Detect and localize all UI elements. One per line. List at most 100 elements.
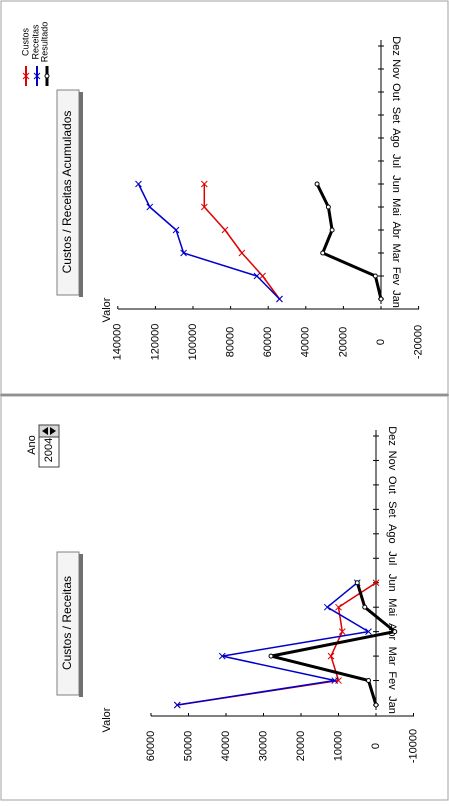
x-tick-label-mai: Mai bbox=[390, 198, 402, 216]
legend-swatch-receitas bbox=[33, 66, 41, 86]
point-resultado-mai bbox=[325, 204, 331, 210]
x-tick-label-mar: Mar bbox=[390, 244, 402, 263]
y-tick-label-0: 0 bbox=[370, 743, 382, 749]
y-tick-label-140000: 140000 bbox=[112, 324, 124, 361]
x-tick-label-mar: Mar bbox=[386, 647, 398, 666]
point-resultado-abr bbox=[392, 629, 398, 635]
point-receitas-jun bbox=[135, 180, 142, 188]
y-tick-label--20000: -20000 bbox=[413, 325, 425, 359]
series-line-receitas bbox=[137, 183, 281, 300]
x-tick-label-mai: Mai bbox=[386, 598, 398, 616]
legend-label-receitas: Receitas bbox=[30, 24, 40, 60]
x-tick-label-fev: Fev bbox=[390, 267, 402, 286]
y-tick-label-0: 0 bbox=[375, 339, 387, 345]
y-tick-label-120000: 120000 bbox=[149, 324, 161, 361]
point-resultado-mar bbox=[320, 250, 326, 256]
x-tick-label-jan: Jan bbox=[390, 290, 402, 308]
point-receitas-mar bbox=[180, 249, 187, 257]
point-receitas-jan bbox=[173, 701, 181, 709]
x-tick-label-dez: Dez bbox=[386, 426, 398, 446]
top-title-box: Custos / Receitas Acumulados bbox=[56, 89, 83, 297]
y-tick-label-60000: 60000 bbox=[262, 327, 274, 358]
series-line-resultado bbox=[269, 582, 397, 706]
point-resultado-jun bbox=[354, 580, 360, 586]
x-tick-label-abr: Abr bbox=[390, 221, 402, 238]
legend-swatch-resultado bbox=[44, 66, 50, 86]
x-tick-label-jul: Jul bbox=[386, 551, 398, 565]
top-chart-title: Custos / Receitas Acumulados bbox=[60, 111, 74, 274]
point-custos-fev bbox=[259, 272, 266, 280]
x-tick-label-nov: Nov bbox=[390, 59, 402, 79]
point-receitas-mai bbox=[323, 603, 331, 611]
point-custos-jun bbox=[200, 180, 208, 188]
point-resultado-mai bbox=[362, 604, 368, 610]
x-tick-label-out: Out bbox=[390, 83, 402, 101]
y-tick-label-80000: 80000 bbox=[225, 327, 237, 358]
point-custos-mar bbox=[238, 249, 246, 257]
legend-swatch-custos bbox=[22, 66, 30, 86]
x-tick-label-set: Set bbox=[390, 107, 402, 124]
x-tick-label-fev: Fev bbox=[386, 671, 398, 690]
bottom-chart: JanFevMarAbrMaiJunJulAgoSetOutNovDez6000… bbox=[145, 426, 420, 763]
legend-label-resultado: Resultado bbox=[39, 22, 49, 63]
point-custos-abr bbox=[221, 226, 229, 234]
y-tick-label-40000: 40000 bbox=[300, 327, 312, 358]
top-chart: Jan Fev Mar Abr Mai Jun Jul Ago Set Out Nov Dez 1400… bbox=[112, 36, 425, 360]
y-tick-label-50000: 50000 bbox=[182, 731, 194, 762]
spin-down-icon[interactable] bbox=[50, 427, 56, 435]
point-resultado-abr bbox=[329, 227, 335, 233]
point-receitas-abr bbox=[172, 226, 180, 234]
series-line-resultado bbox=[315, 183, 383, 300]
y-tick-label-10000: 10000 bbox=[332, 731, 344, 762]
y-tick-label--10000: -10000 bbox=[407, 729, 419, 763]
point-custos-mai bbox=[200, 203, 208, 211]
point-receitas-mai bbox=[146, 203, 154, 211]
x-tick-label-jun: Jun bbox=[386, 574, 398, 592]
year-spinner[interactable] bbox=[38, 424, 60, 438]
bottom-chart-title: Custos / Receitas bbox=[60, 576, 74, 670]
series-line-custos bbox=[203, 184, 281, 300]
bottom-title-box: Custos / Receitas bbox=[56, 551, 83, 697]
top-legend: Custos Receitas Resultado bbox=[20, 22, 50, 86]
point-custos-jun bbox=[372, 579, 380, 587]
point-resultado-jan bbox=[378, 296, 384, 302]
top-y-axis-label: Valor bbox=[101, 297, 113, 322]
y-tick-label-20000: 20000 bbox=[295, 731, 307, 762]
point-receitas-mar bbox=[218, 652, 226, 660]
y-tick-label-20000: 20000 bbox=[337, 327, 349, 358]
point-receitas-abr bbox=[365, 628, 372, 635]
spin-up-icon[interactable] bbox=[42, 427, 48, 435]
x-tick-label-nov: Nov bbox=[386, 451, 398, 471]
point-custos-abr bbox=[338, 628, 346, 635]
x-tick-label-out: Out bbox=[386, 476, 398, 494]
point-receitas-jan bbox=[276, 295, 283, 303]
point-resultado-jun bbox=[314, 181, 320, 187]
x-tick-label-dez: Dez bbox=[390, 36, 402, 56]
x-tick-label-jan: Jan bbox=[386, 696, 398, 714]
point-resultado-jan bbox=[373, 702, 379, 708]
x-tick-label-jun: Jun bbox=[390, 175, 402, 193]
point-custos-mai bbox=[335, 603, 342, 611]
year-selector[interactable]: Ano 2004 bbox=[26, 424, 60, 468]
point-receitas-fev bbox=[331, 677, 339, 684]
x-tick-label-set: Set bbox=[386, 501, 398, 518]
point-custos-mar bbox=[327, 652, 335, 660]
year-value: 2004 bbox=[43, 438, 55, 462]
year-label: Ano bbox=[26, 435, 38, 455]
y-tick-label-30000: 30000 bbox=[257, 731, 269, 762]
point-resultado-fev bbox=[366, 678, 371, 684]
point-resultado-fev bbox=[372, 273, 378, 279]
series-line-receitas bbox=[177, 582, 370, 706]
point-resultado-mar bbox=[268, 653, 274, 659]
point-receitas-fev bbox=[253, 272, 261, 280]
x-tick-label-ago: Ago bbox=[386, 524, 398, 544]
x-tick-label-ago: Ago bbox=[390, 128, 402, 148]
y-tick-label-60000: 60000 bbox=[145, 731, 157, 762]
y-tick-label-40000: 40000 bbox=[220, 731, 232, 762]
legend-label-custos: Custos bbox=[20, 27, 30, 56]
x-tick-label-jul: Jul bbox=[390, 154, 402, 168]
bottom-y-axis-label: Valor bbox=[101, 707, 113, 732]
y-tick-label-100000: 100000 bbox=[187, 324, 199, 361]
